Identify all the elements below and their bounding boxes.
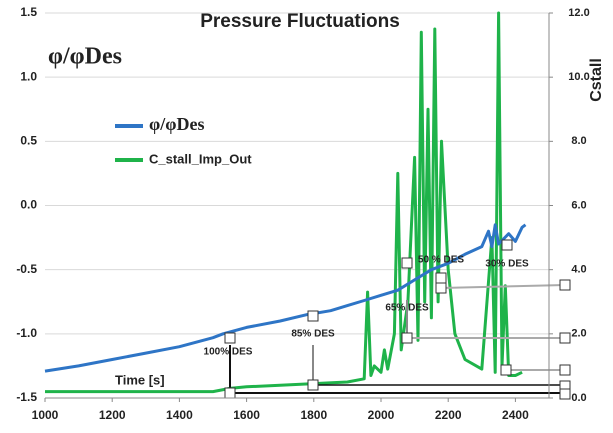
y2-tick-label: 2.0 xyxy=(571,328,586,340)
marker xyxy=(559,364,571,376)
x-tick-label: 1000 xyxy=(32,408,59,422)
y-tick-label: -1.0 xyxy=(16,326,37,340)
marker xyxy=(501,239,513,251)
marker xyxy=(435,282,447,294)
y-axis-label: φ/φDes xyxy=(48,44,122,70)
y-tick-label: -1.5 xyxy=(16,390,37,404)
y2-tick-label: 10.0 xyxy=(568,71,589,83)
marker xyxy=(224,332,236,344)
annotation: 50 % DES xyxy=(418,255,464,266)
marker xyxy=(307,379,319,391)
chart-title: Pressure Fluctuations xyxy=(200,11,400,32)
marker xyxy=(224,387,236,399)
y2-tick-label: 8.0 xyxy=(571,135,586,147)
x-tick-label: 1800 xyxy=(300,408,327,422)
marker xyxy=(559,388,571,400)
legend-label: φ/φDes xyxy=(149,114,204,134)
series-line xyxy=(45,11,523,394)
x-tick-label: 1200 xyxy=(99,408,126,422)
marker xyxy=(401,257,413,269)
annotation: 30% DES xyxy=(485,259,529,270)
y-tick-label: 1.0 xyxy=(20,69,37,83)
marker xyxy=(307,310,319,322)
x-axis-label: Time [s] xyxy=(115,372,165,387)
annotation: 65% DES xyxy=(385,303,429,314)
marker xyxy=(559,332,571,344)
y2-tick-label: 6.0 xyxy=(571,199,586,211)
legend-label: C_stall_Imp_Out xyxy=(149,151,252,166)
y2-tick-label: 4.0 xyxy=(571,264,586,276)
y2-tick-label: 12.0 xyxy=(568,7,589,19)
x-tick-label: 1600 xyxy=(233,408,260,422)
marker xyxy=(500,364,512,376)
x-tick-label: 2400 xyxy=(502,408,529,422)
grid xyxy=(45,12,549,399)
y2-tick-label: 0.0 xyxy=(571,392,586,404)
y-tick-label: 1.5 xyxy=(20,5,37,19)
connector xyxy=(440,284,566,289)
marker xyxy=(559,279,571,291)
annotation: 85% DES xyxy=(291,329,335,340)
x-tick-label: 2000 xyxy=(368,408,395,422)
plot xyxy=(44,11,527,394)
annotation: 100% DES xyxy=(204,347,253,358)
x-tick-label: 1400 xyxy=(166,408,193,422)
x-tick-label: 2200 xyxy=(435,408,462,422)
y-tick-label: 0.0 xyxy=(20,198,37,212)
y-tick-label: 0.5 xyxy=(20,134,37,148)
y-tick-label: -0.5 xyxy=(16,262,37,276)
y2-axis-label: Cstall xyxy=(588,58,605,102)
marker xyxy=(435,272,447,284)
marker xyxy=(401,332,413,344)
annotation-lines xyxy=(224,239,571,400)
series-line xyxy=(44,223,527,373)
